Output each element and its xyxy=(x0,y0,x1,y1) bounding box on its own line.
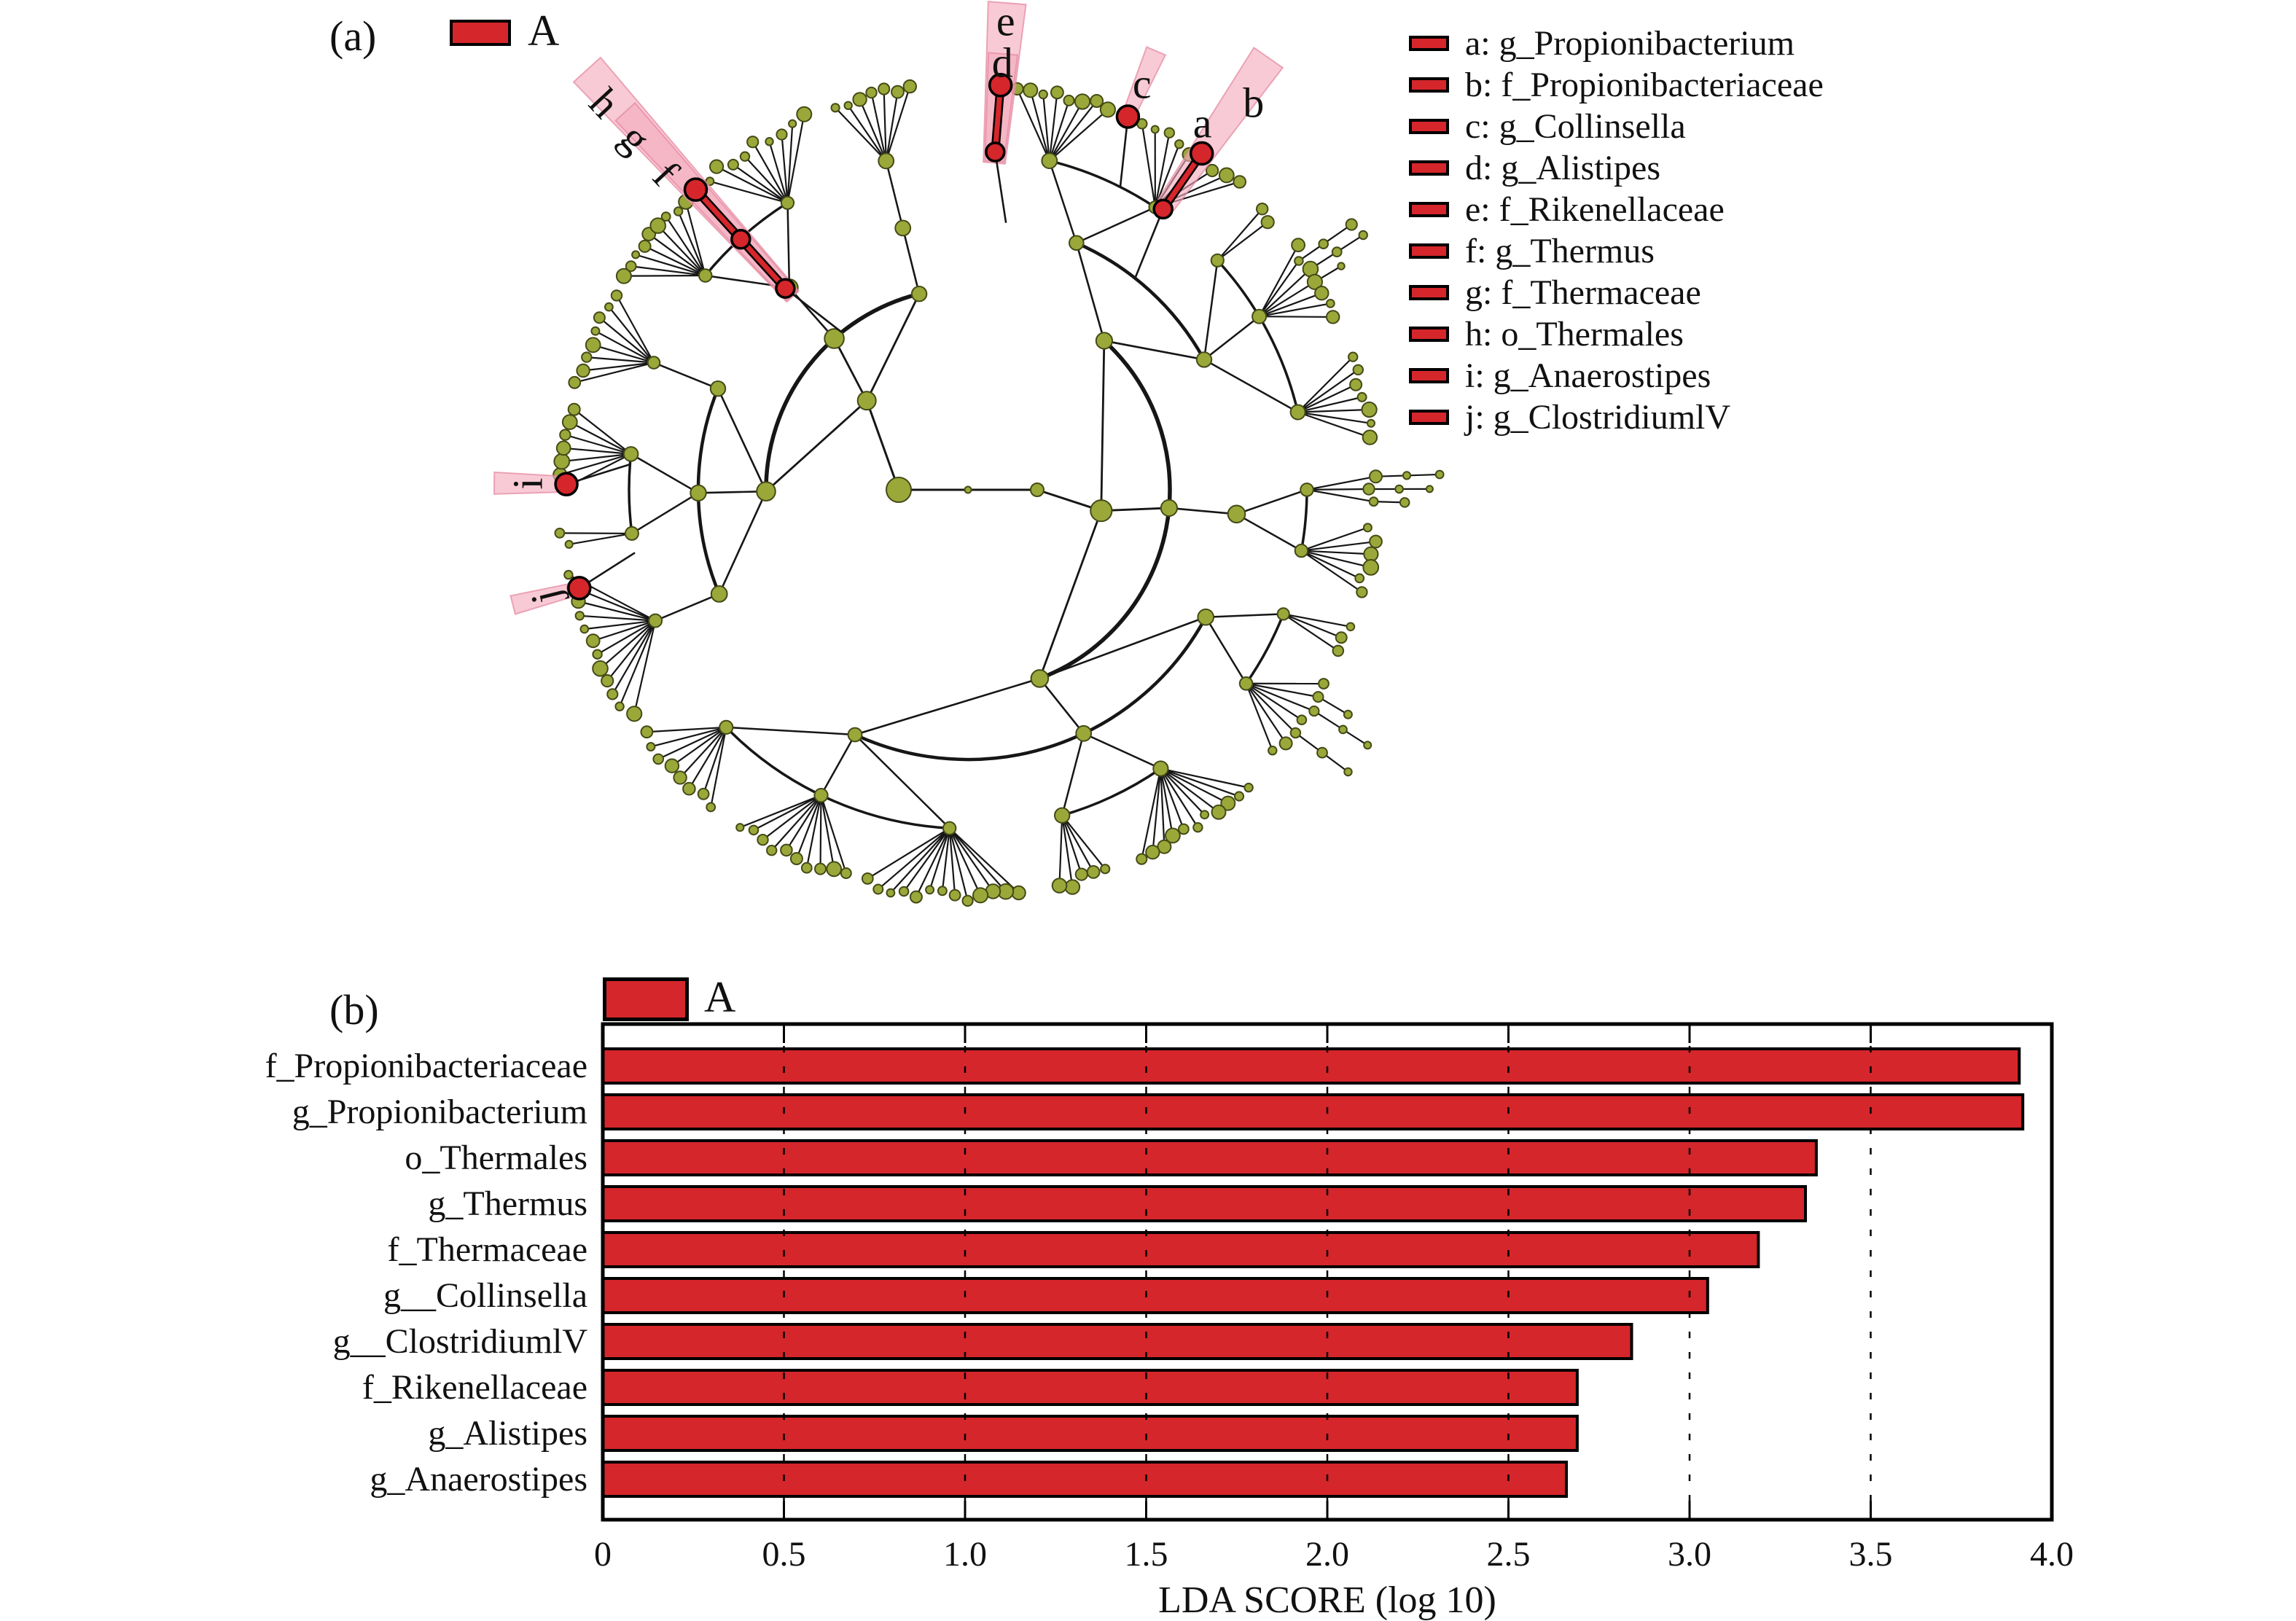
category-label-o_Thermales: o_Thermales xyxy=(405,1138,587,1177)
x-tick-label-4.0: 4.0 xyxy=(2030,1535,2074,1574)
highlighted-taxon-node xyxy=(1115,104,1141,129)
callout-letter-c: c xyxy=(1133,60,1152,108)
taxa-legend-item-j: j: g_ClostridiumlV xyxy=(1409,397,1824,438)
taxa-legend-swatch xyxy=(1409,410,1449,425)
highlighted-taxon-node xyxy=(985,141,1006,163)
taxa-legend-text: j: g_ClostridiumlV xyxy=(1465,398,1731,437)
gridlines xyxy=(783,1024,1872,1520)
taxa-legend-text: d: g_Alistipes xyxy=(1465,149,1661,187)
cladogram-edges xyxy=(559,86,1440,902)
taxa-legend-text: c: g_Collinsella xyxy=(1465,107,1686,146)
panel-b-legend-swatch xyxy=(603,977,689,1021)
panel-a-legend-label: A xyxy=(528,7,560,55)
category-label-g_Propionibacterium: g_Propionibacterium xyxy=(292,1093,587,1131)
x-tick-labels: 0 0.5 1.0 1.5 2.0 2.5 3.0 3.5 4.0 xyxy=(594,1535,2074,1574)
lda-bar-g_Alistipes xyxy=(601,1415,1579,1452)
x-tick-label-1.0: 1.0 xyxy=(943,1535,987,1574)
highlight-connector-edge xyxy=(1134,208,1164,279)
lda-bar-f_Propionibacteriaceae xyxy=(601,1047,2021,1085)
callout-letter-e: e xyxy=(996,0,1015,45)
panel-a-tag: (a) xyxy=(329,12,377,60)
callout-letter-i: i xyxy=(504,478,552,490)
highlighted-taxon-node xyxy=(775,278,796,299)
highlighted-taxon-node xyxy=(988,73,1013,98)
taxa-legend-swatch xyxy=(1409,77,1449,93)
callout-letter-b: b xyxy=(1243,79,1264,126)
lda-bar-g__Collinsella xyxy=(601,1277,1709,1314)
taxa-legend-swatch xyxy=(1409,285,1449,300)
x-tick-label-2.5: 2.5 xyxy=(1487,1535,1531,1574)
lda-bar-chart: f_Propionibacteriaceae g_Propionibacteriu… xyxy=(265,1022,2074,1621)
x-tick-label-0: 0 xyxy=(594,1535,612,1574)
taxa-legend-item-c: c: g_Collinsella xyxy=(1409,106,1824,147)
category-label-g__ClostridiumlV: g__ClostridiumlV xyxy=(333,1322,588,1361)
taxa-legend-item-i: i: g_Anaerostipes xyxy=(1409,355,1824,397)
taxa-legend-item-f: f: g_Thermus xyxy=(1409,230,1824,272)
highlighted-taxon-node xyxy=(1152,198,1174,220)
x-tick-label-3.0: 3.0 xyxy=(1668,1535,1711,1574)
panel-b-legend-label: A xyxy=(704,973,736,1021)
callout-letter-a: a xyxy=(1193,100,1212,147)
taxa-legend-text: f: g_Thermus xyxy=(1465,232,1655,270)
taxa-legend-swatch xyxy=(1409,243,1449,259)
category-label-f_Rikenellaceae: f_Rikenellaceae xyxy=(362,1368,587,1407)
taxa-legend-text: a: g_Propionibacterium xyxy=(1465,24,1795,63)
taxa-legend-swatch xyxy=(1409,202,1449,217)
taxa-legend-text: g: f_Thermaceae xyxy=(1465,273,1701,312)
category-label-g_Anaerostipes: g_Anaerostipes xyxy=(370,1460,587,1499)
taxa-legend-swatch xyxy=(1409,160,1449,176)
highlighted-taxon-node xyxy=(683,177,708,202)
taxa-legend-text: e: f_Rikenellaceae xyxy=(1465,190,1725,229)
x-tick-label-3.5: 3.5 xyxy=(1849,1535,1893,1574)
category-label-g_Alistipes: g_Alistipes xyxy=(428,1414,587,1453)
x-tick-label-1.5: 1.5 xyxy=(1125,1535,1168,1574)
taxa-legend-item-e: e: f_Rikenellaceae xyxy=(1409,189,1824,230)
taxa-legend-text: b: f_Propionibacteriaceae xyxy=(1465,66,1824,104)
highlighted-taxon-node xyxy=(567,576,592,601)
highlight-connector-edge xyxy=(994,152,1007,223)
category-label-f_Thermaceae: f_Thermaceae xyxy=(388,1230,587,1269)
lda-bar-o_Thermales xyxy=(601,1139,1818,1176)
lda-bar-g_Anaerostipes xyxy=(601,1461,1568,1498)
taxa-legend-item-h: h: o_Thermales xyxy=(1409,313,1824,355)
taxa-legend-swatch xyxy=(1409,36,1449,51)
lda-bars xyxy=(601,1047,2025,1498)
taxa-legend-swatch xyxy=(1409,119,1449,134)
highlighted-taxon-node xyxy=(1189,141,1214,166)
highlighted-taxon-node xyxy=(554,472,579,497)
taxa-legend-swatch xyxy=(1409,368,1449,383)
taxa-legend-swatch xyxy=(1409,327,1449,342)
category-label-g_Thermus: g_Thermus xyxy=(428,1184,587,1223)
x-tick-label-0.5: 0.5 xyxy=(762,1535,806,1574)
taxa-legend-text: h: o_Thermales xyxy=(1465,315,1684,354)
taxa-legend-text: i: g_Anaerostipes xyxy=(1465,356,1711,395)
highlight-connector-edge xyxy=(784,287,843,333)
cladogram-arcs xyxy=(628,159,1308,830)
cladogram-nodes xyxy=(552,79,1445,907)
lda-bar-g__ClostridiumlV xyxy=(601,1323,1633,1360)
highlighted-taxon-node xyxy=(730,229,751,250)
x-axis-title: LDA SCORE (log 10) xyxy=(1158,1579,1496,1621)
category-label-f_Propionibacteriaceae: f_Propionibacteriaceae xyxy=(265,1047,587,1085)
panel-a-legend-swatch xyxy=(450,20,511,46)
panel-b-tag: (b) xyxy=(329,986,379,1034)
taxa-legend: a: g_Propionibacterium b: f_Propionibacte… xyxy=(1409,23,1824,438)
taxa-legend-item-b: b: f_Propionibacteriaceae xyxy=(1409,64,1824,106)
category-labels: f_Propionibacteriaceae g_Propionibacteriu… xyxy=(265,1047,588,1499)
lda-bar-f_Rikenellaceae xyxy=(601,1369,1579,1406)
taxa-legend-item-a: a: g_Propionibacterium xyxy=(1409,23,1824,64)
lda-bar-f_Thermaceae xyxy=(601,1231,1760,1268)
taxa-legend-item-d: d: g_Alistipes xyxy=(1409,147,1824,189)
taxa-legend-item-g: g: f_Thermaceae xyxy=(1409,272,1824,313)
plot-border xyxy=(601,1022,2054,1522)
callout-letter-d: d xyxy=(992,39,1013,86)
lda-bar-g_Propionibacterium xyxy=(601,1093,2025,1130)
x-tick-label-2.0: 2.0 xyxy=(1305,1535,1349,1574)
category-label-g__Collinsella: g__Collinsella xyxy=(383,1276,587,1315)
